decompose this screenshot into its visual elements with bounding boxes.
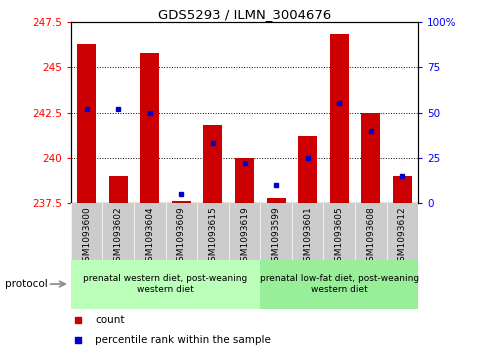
Bar xyxy=(172,201,190,203)
Text: protocol: protocol xyxy=(5,279,47,289)
Text: percentile rank within the sample: percentile rank within the sample xyxy=(95,335,270,345)
Bar xyxy=(392,176,411,203)
Bar xyxy=(140,53,159,203)
Text: GSM1093599: GSM1093599 xyxy=(271,206,280,267)
Bar xyxy=(235,158,253,203)
Bar xyxy=(203,125,222,203)
Text: GSM1093600: GSM1093600 xyxy=(82,206,91,267)
Text: GSM1093619: GSM1093619 xyxy=(240,206,248,267)
Text: GSM1093615: GSM1093615 xyxy=(208,206,217,267)
Bar xyxy=(329,34,348,203)
Text: prenatal low-fat diet, post-weaning
western diet: prenatal low-fat diet, post-weaning west… xyxy=(259,274,418,294)
Text: GSM1093604: GSM1093604 xyxy=(145,206,154,267)
Bar xyxy=(77,44,96,203)
Title: GDS5293 / ILMN_3004676: GDS5293 / ILMN_3004676 xyxy=(158,8,330,21)
Bar xyxy=(298,136,316,203)
Text: GSM1093601: GSM1093601 xyxy=(303,206,311,267)
Bar xyxy=(266,198,285,203)
Bar xyxy=(71,260,260,309)
Text: GSM1093609: GSM1093609 xyxy=(177,206,185,267)
Text: GSM1093612: GSM1093612 xyxy=(397,206,406,267)
Bar xyxy=(361,113,380,203)
Text: prenatal western diet, post-weaning
western diet: prenatal western diet, post-weaning west… xyxy=(83,274,247,294)
Text: count: count xyxy=(95,315,124,325)
Bar xyxy=(260,260,417,309)
Text: GSM1093605: GSM1093605 xyxy=(334,206,343,267)
Text: GSM1093608: GSM1093608 xyxy=(366,206,374,267)
Bar xyxy=(108,176,127,203)
Text: GSM1093602: GSM1093602 xyxy=(114,206,122,267)
